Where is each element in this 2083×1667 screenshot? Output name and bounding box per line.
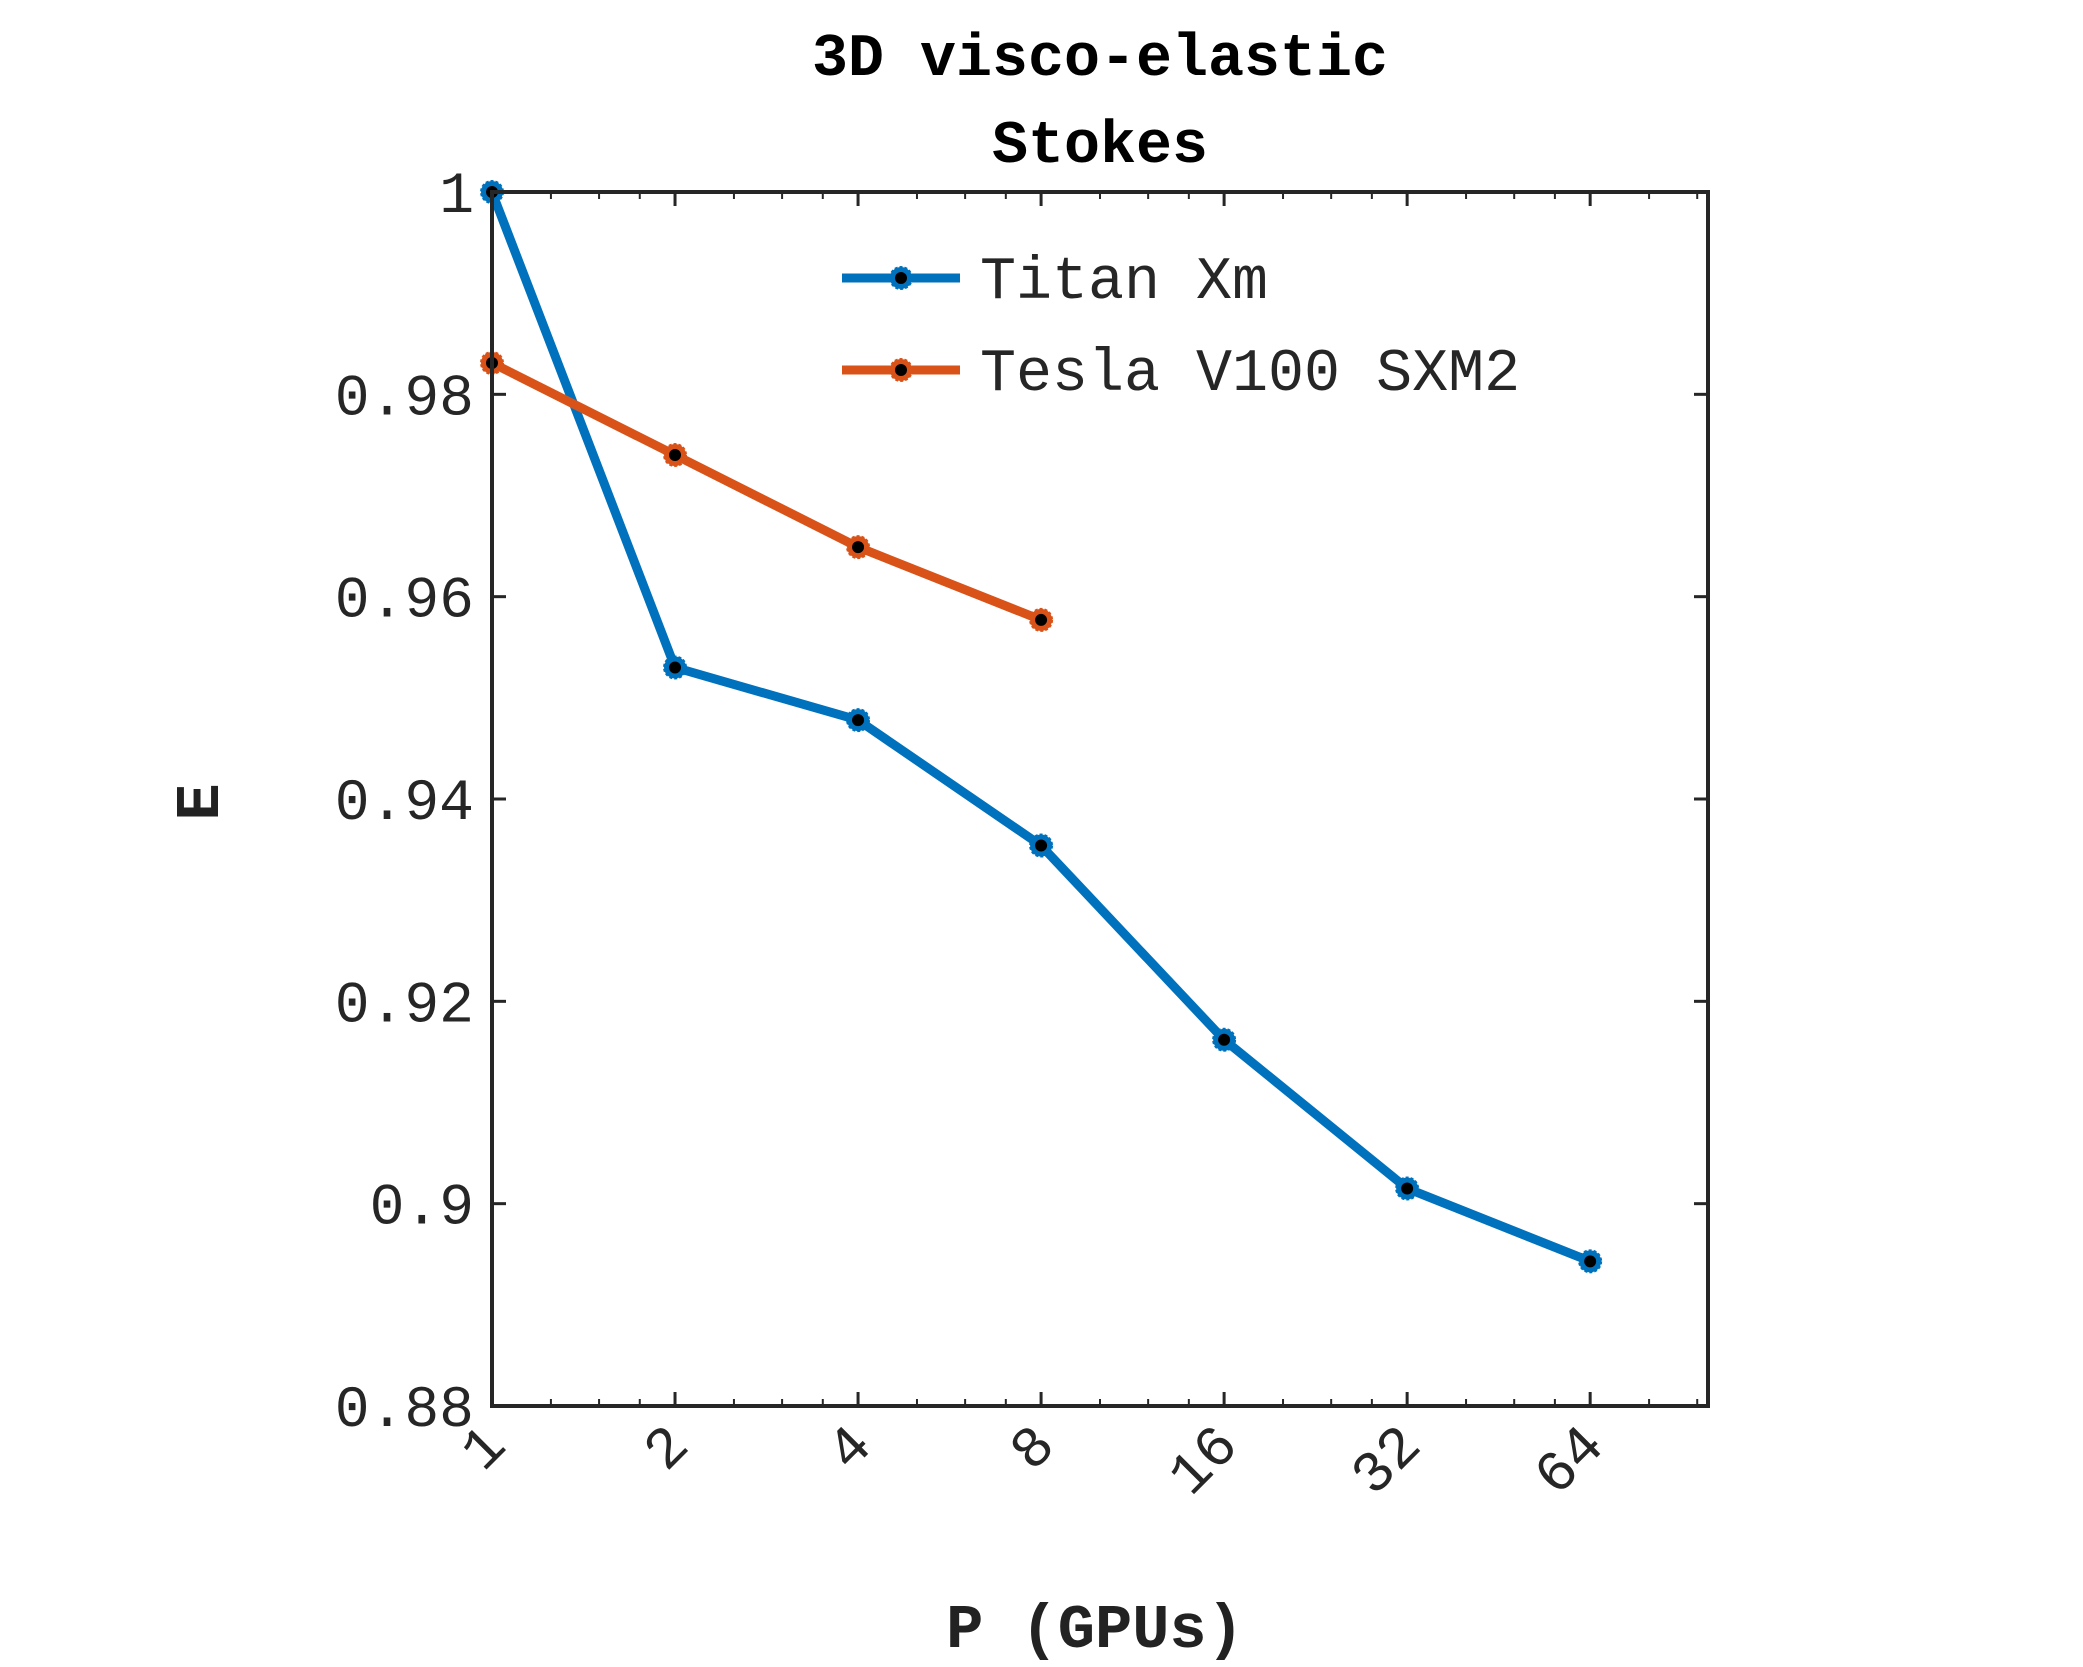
legend-marker-center <box>895 272 907 284</box>
series-1 <box>480 350 1054 632</box>
legend-label: Tesla V100 SXM2 <box>980 341 1520 409</box>
y-tick-label: 0.9 <box>370 1177 474 1242</box>
legend-label: Titan Xm <box>980 249 1268 317</box>
axis-ticks <box>490 190 1708 1408</box>
x-tick-label: 8 <box>999 1415 1070 1486</box>
plot-area-frame <box>490 190 1710 1408</box>
x-tick-label: 2 <box>633 1415 704 1486</box>
y-tick-labels: 0.88 0.9 0.92 0.94 0.96 0.98 1 <box>335 165 474 1444</box>
legend-marker-center <box>895 364 907 376</box>
data-point-center <box>852 714 865 727</box>
x-tick-label: 16 <box>1158 1415 1253 1510</box>
series-line <box>487 358 1046 625</box>
data-point-center <box>1401 1182 1414 1195</box>
y-tick-label: 0.98 <box>335 367 474 432</box>
chart-title-line-1: 3D visco-elastic <box>812 26 1388 94</box>
y-tick-label: 0.96 <box>335 570 474 635</box>
x-axis-label: P (GPUs) <box>946 1595 1244 1666</box>
data-point-center <box>1218 1033 1231 1046</box>
data-point-center <box>669 449 682 462</box>
data-point-center <box>1584 1255 1597 1268</box>
y-tick-label: 0.94 <box>335 772 474 837</box>
x-tick-label: 64 <box>1524 1415 1619 1510</box>
y-axis-label: E <box>166 783 237 820</box>
chart-title-line-2: Stokes <box>992 113 1208 181</box>
data-point-center <box>669 661 682 674</box>
data-point-center <box>1035 839 1048 852</box>
y-tick-label: 1 <box>439 165 474 230</box>
y-tick-label: 0.92 <box>335 974 474 1039</box>
data-point-center <box>1035 613 1048 626</box>
legend: Titan Xm Tesla V100 SXM2 <box>842 249 1520 409</box>
y-tick-label: 0.88 <box>335 1379 474 1444</box>
x-tick-label: 32 <box>1341 1415 1436 1510</box>
x-tick-labels: 1 2 4 8 16 32 64 <box>450 1415 1619 1510</box>
x-tick-label: 4 <box>816 1415 887 1486</box>
data-point-center <box>852 541 865 554</box>
